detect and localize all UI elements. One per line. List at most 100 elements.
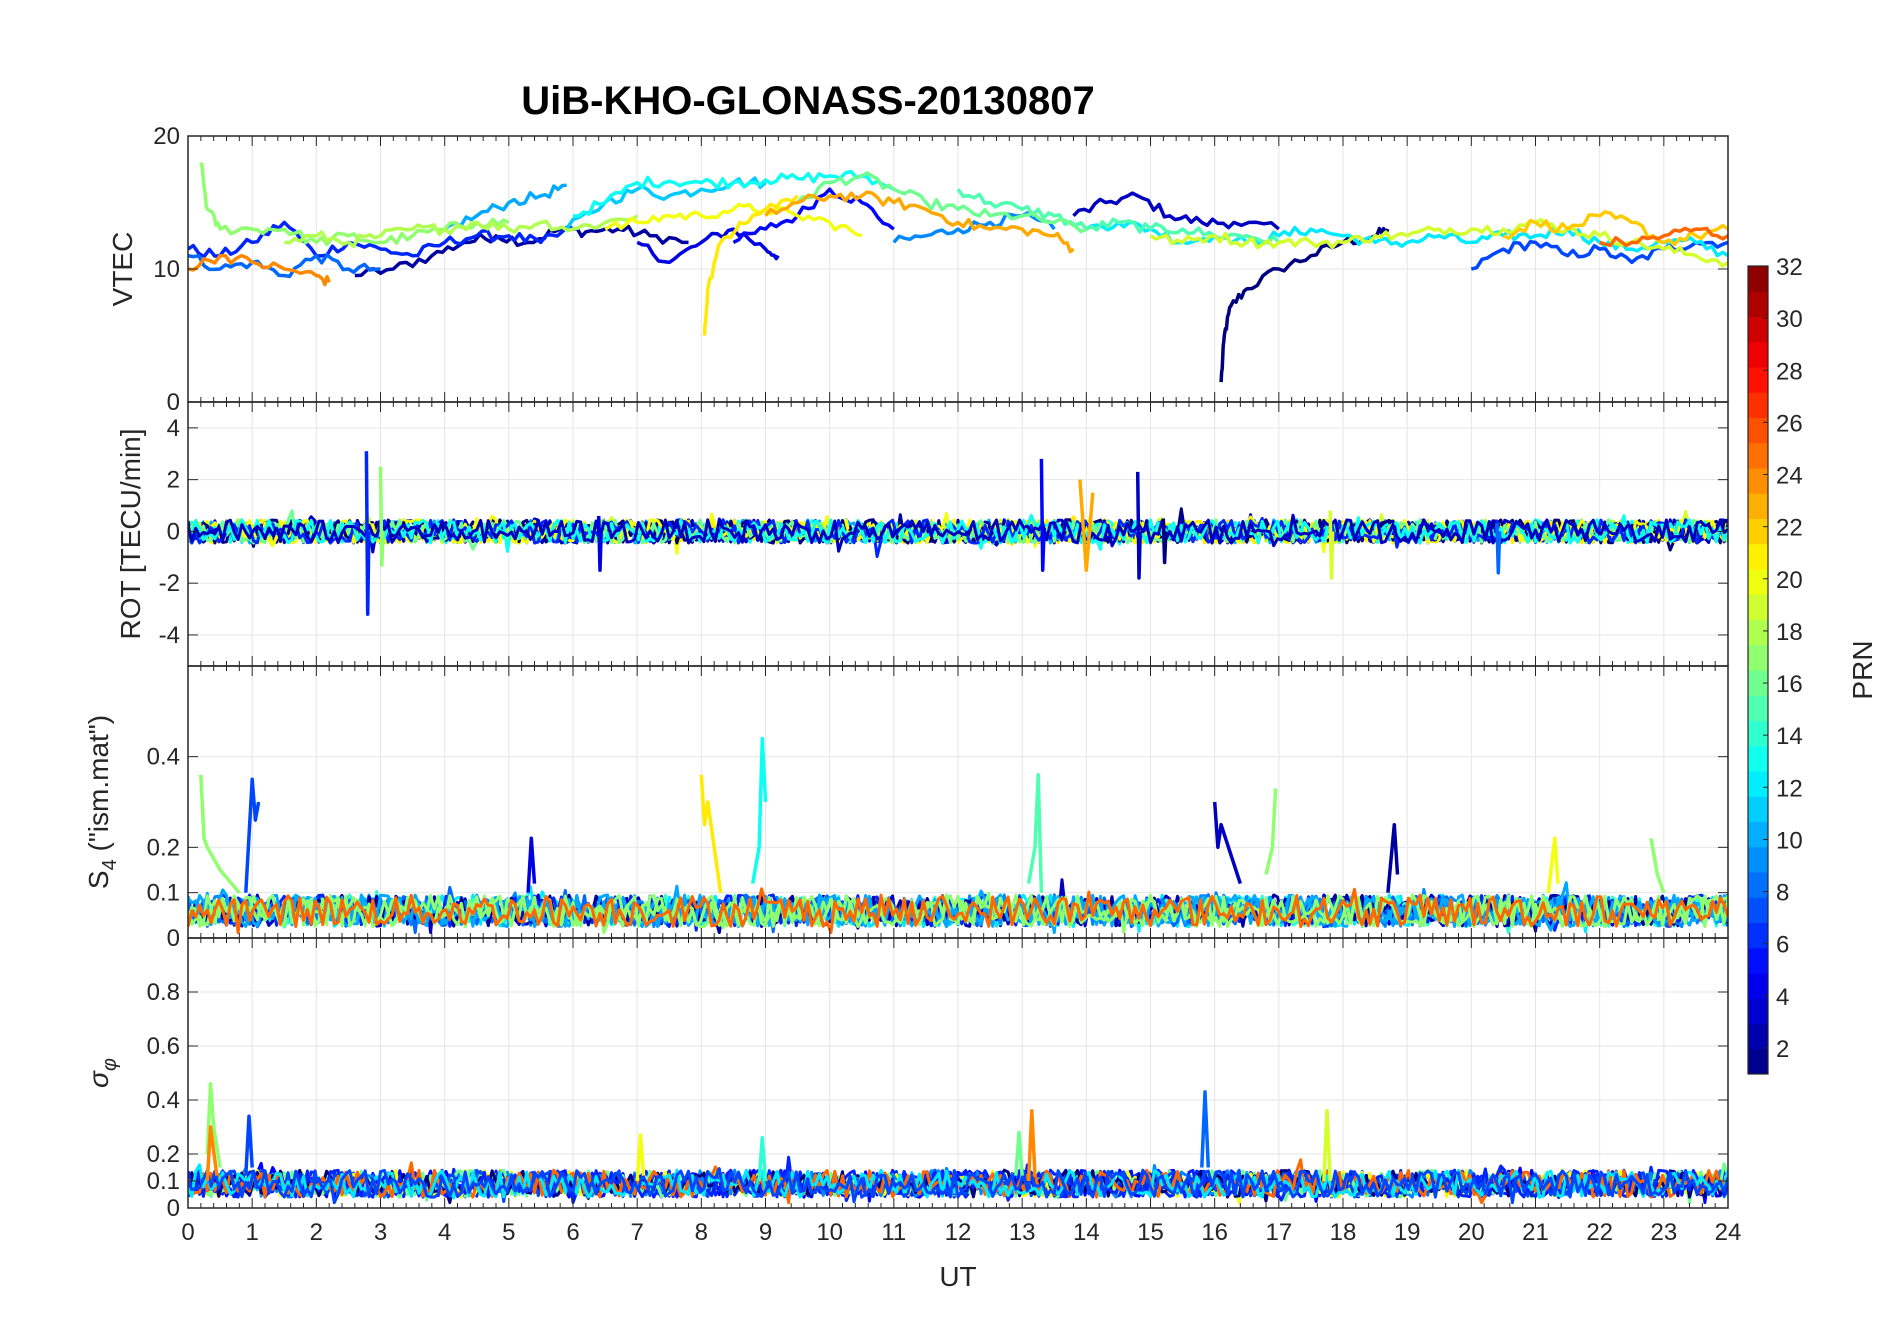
series-line-prn-17: [1649, 837, 1666, 894]
x-tick-label: 22: [1586, 1219, 1613, 1246]
series-s4: [188, 736, 1728, 935]
colorbar-segment: [1748, 1048, 1768, 1075]
colorbar-segment: [1748, 367, 1768, 393]
series-line-prn-16: [796, 171, 1088, 234]
noise-trace-prn-25: [188, 887, 1728, 935]
colorbar-segment: [1748, 468, 1768, 494]
colorbar-tick-label: 26: [1776, 410, 1803, 437]
x-tick-label: 5: [502, 1219, 515, 1246]
y-label-main: S: [83, 870, 114, 889]
series-line-prn-4: [636, 227, 780, 265]
grid-sigma: [187, 938, 1729, 1209]
x-tick-label: 16: [1201, 1219, 1228, 1246]
colorbar-tick-label: 28: [1776, 358, 1803, 385]
colorbar-tick-label: 18: [1776, 619, 1803, 646]
colorbar-segment: [1748, 316, 1768, 343]
x-tick-label: 10: [816, 1219, 843, 1246]
x-tick-label: 0: [181, 1219, 194, 1246]
x-tick-label: 21: [1522, 1219, 1549, 1246]
colorbar-tick-label: 24: [1776, 463, 1803, 490]
colorbar-label: PRN: [1847, 640, 1878, 699]
x-minor-ticks-rot: [187, 402, 1729, 666]
series-line-prn-8: [188, 253, 381, 279]
series-line-prn-15: [956, 188, 1281, 245]
series-line-prn-20: [635, 1133, 646, 1182]
y-tick-label: 2: [167, 467, 180, 494]
y-tick-label: -4: [159, 622, 180, 649]
colorbar-segment: [1748, 973, 1768, 999]
colorbar-segment: [1748, 1023, 1768, 1050]
x-tick-label: 15: [1137, 1219, 1164, 1246]
colorbar-tick-label: 2: [1776, 1036, 1789, 1063]
x-tick-label: 23: [1650, 1219, 1677, 1246]
y-tick-label: 0.1: [147, 1168, 180, 1195]
series-line-prn-19: [1322, 1109, 1332, 1182]
colorbar-tick-label: 8: [1776, 880, 1789, 907]
x-tick-label: 24: [1715, 1219, 1742, 1246]
y-axis-label-rot: ROT [TECU/min]: [115, 428, 146, 639]
series-line-prn-2: [1386, 822, 1400, 893]
colorbar-segment: [1748, 796, 1768, 822]
panel-rot: -4 -2 0 2 4 ROT [TECU/min]: [115, 401, 1729, 667]
x-tick-label: 6: [566, 1219, 579, 1246]
x-minor-ticks-s4: [187, 666, 1729, 938]
series-line-prn-13: [750, 736, 768, 884]
series-line-prn-17: [205, 1082, 222, 1168]
series-line-prn-7: [1470, 240, 1728, 271]
series-line-prn-20: [1546, 836, 1560, 893]
series-line-prn-15: [1026, 773, 1044, 893]
y-axis-label-vtec: VTEC: [107, 232, 138, 307]
colorbar-segment: [1748, 493, 1768, 519]
noise-trace-prn-3: [188, 513, 1728, 553]
x-tick-label: 7: [630, 1219, 643, 1246]
y-tick-label: 20: [153, 123, 180, 150]
colorbar-segment: [1748, 771, 1768, 797]
colorbar-segment: [1748, 518, 1768, 545]
y-tick-label: 0.4: [147, 744, 180, 771]
x-tick-label: 14: [1073, 1219, 1100, 1246]
colorbar-frame: [1747, 265, 1769, 1075]
colorbar-tick-label: 10: [1776, 827, 1803, 854]
x-tick-label: 13: [1009, 1219, 1036, 1246]
series-line-prn-5: [1039, 458, 1046, 572]
series-line-prn-23: [764, 190, 1075, 254]
series-line-prn-24: [205, 1125, 219, 1182]
series-line-prn-1: [1161, 518, 1168, 565]
colorbar-segment: [1748, 745, 1768, 772]
x-tick-label: 3: [374, 1219, 387, 1246]
colorbar-segment: [1748, 266, 1768, 292]
x-tick-label: 9: [759, 1219, 772, 1246]
series-line-prn-19: [1328, 510, 1335, 580]
colorbar-tick-label: 30: [1776, 306, 1803, 333]
series-line-prn-9: [892, 211, 1056, 244]
series-vtec: [188, 161, 1728, 383]
series-line-prn-23: [1078, 479, 1095, 572]
colorbar-tick-label: 4: [1776, 984, 1789, 1011]
y-tick-label: 0: [167, 518, 180, 545]
x-minor-ticks-vtec: [187, 136, 1729, 402]
x-tick-label: 12: [945, 1219, 972, 1246]
y-tick-label: -2: [159, 570, 180, 597]
colorbar-segment: [1748, 695, 1768, 721]
y-axis-label-sigma: σφ: [83, 1058, 121, 1088]
series-line-prn-2: [354, 224, 689, 278]
x-tick-label: 2: [310, 1219, 323, 1246]
x-tick-label: 17: [1265, 1219, 1292, 1246]
colorbar-segment: [1748, 897, 1768, 923]
colorbar-segment: [1748, 543, 1768, 570]
series-line-prn-6: [364, 451, 371, 616]
colorbar-segment: [1748, 594, 1768, 620]
series-line-prn-4: [596, 515, 603, 572]
series-line-prn-16: [1014, 1130, 1024, 1176]
colorbar-segment: [1748, 619, 1768, 646]
colorbar-segment: [1748, 821, 1768, 848]
colorbar-segment: [1748, 392, 1768, 418]
x-tick-label: 8: [695, 1219, 708, 1246]
y-axis-label-s4: S4 ("ism.mat"): [83, 715, 121, 889]
series-line-prn-25: [1599, 226, 1728, 248]
